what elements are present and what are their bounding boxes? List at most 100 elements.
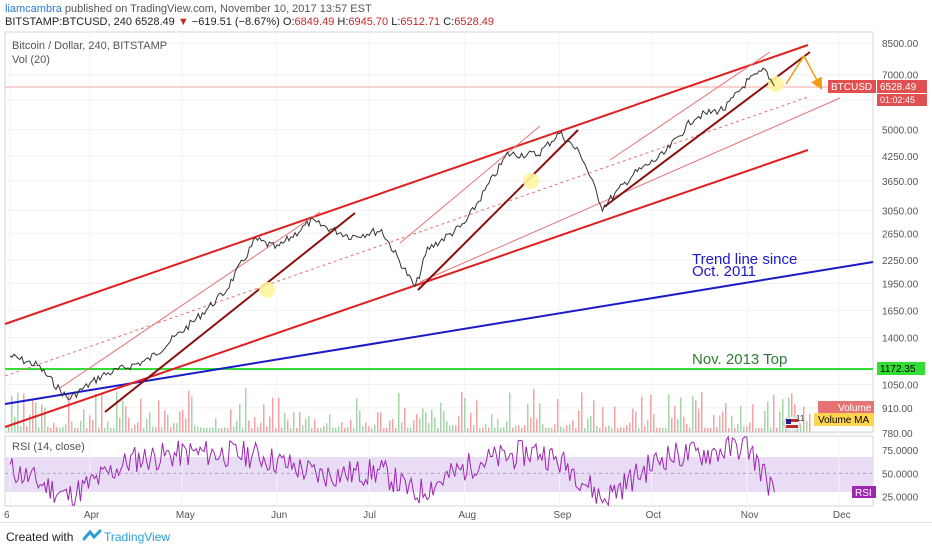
volume-bar xyxy=(605,426,607,432)
volume-bar xyxy=(122,400,124,432)
volume-bar xyxy=(263,404,265,432)
volume-bar xyxy=(527,403,529,432)
volume-bar xyxy=(161,427,163,432)
volume-bar xyxy=(764,410,766,432)
volume-bar xyxy=(170,427,172,432)
volume-bar xyxy=(356,398,358,432)
volume-bar xyxy=(560,426,562,432)
volume-bar xyxy=(602,407,604,432)
volume-legend: Vol (20) xyxy=(12,54,50,66)
volume-bar xyxy=(587,418,589,432)
volume-bar xyxy=(572,420,574,432)
volume-bar xyxy=(521,427,523,432)
volume-bar xyxy=(425,412,427,432)
long-term-trend-line[interactable] xyxy=(4,261,874,405)
volume-bar xyxy=(344,427,346,432)
channel-upper-line[interactable] xyxy=(4,44,809,325)
volume-bar xyxy=(74,427,76,432)
volume-bar xyxy=(230,409,232,432)
volume-bar xyxy=(629,422,631,432)
volume-bar xyxy=(437,427,439,432)
price-axis[interactable]: 8500.007000.006000.005000.004250.003650.… xyxy=(882,39,919,440)
volume-bar xyxy=(599,427,601,432)
volume-bar xyxy=(788,397,790,432)
volume-bar xyxy=(131,427,133,432)
volume-bar xyxy=(740,405,742,432)
volume-bar xyxy=(200,426,202,432)
support-line-2[interactable] xyxy=(417,129,579,291)
volume-bar xyxy=(371,427,373,432)
volume-bar xyxy=(350,419,352,432)
projection-arrow[interactable] xyxy=(785,54,823,90)
rsi-series[interactable] xyxy=(9,435,775,507)
volume-bar xyxy=(212,427,214,432)
volume-bar xyxy=(593,400,595,432)
volume-bar xyxy=(329,414,331,432)
rsi-band xyxy=(5,457,873,492)
volume-bar xyxy=(23,393,25,432)
volume-bar xyxy=(698,408,700,432)
volume-bar xyxy=(809,413,811,432)
publish-info: liamcambra published on TradingView.com,… xyxy=(5,3,372,15)
price-series[interactable] xyxy=(9,67,775,401)
volume-bar xyxy=(767,401,769,432)
volume-bar xyxy=(512,427,514,432)
time-tick-label: May xyxy=(176,510,195,521)
volume-bar xyxy=(482,427,484,432)
volume-bar xyxy=(611,427,613,432)
price-tick-label: 3050.00 xyxy=(882,206,919,217)
volume-bar xyxy=(509,392,511,432)
volume-bar xyxy=(749,422,751,432)
volume-bar xyxy=(173,423,175,432)
main-pane[interactable] xyxy=(4,31,874,433)
volume-bar xyxy=(569,424,571,432)
support-line-1[interactable] xyxy=(104,212,356,413)
price-tick-label: 1050.00 xyxy=(882,380,919,391)
volume-bar xyxy=(164,410,166,432)
volume-bar xyxy=(389,420,391,432)
tradingview-link[interactable]: TradingView xyxy=(104,530,171,544)
published-text: published on TradingView.com, November 1… xyxy=(64,3,372,15)
volume-bar xyxy=(680,397,682,432)
volume-bar xyxy=(191,396,193,432)
volume-bar xyxy=(80,420,82,432)
volume-bar xyxy=(395,427,397,432)
volume-bar xyxy=(281,427,283,432)
tradingview-logo-icon[interactable] xyxy=(82,529,102,548)
volume-bar xyxy=(206,427,208,432)
volume-bar xyxy=(722,411,724,432)
volume-bar xyxy=(644,425,646,432)
channel-midline xyxy=(4,96,809,377)
volume-bar xyxy=(227,427,229,432)
rsi-axis[interactable]: 75.0000 50.0000 25.0000 xyxy=(5,446,919,504)
volume-bar xyxy=(179,411,181,432)
volume-bar xyxy=(725,403,727,432)
volume-bar xyxy=(557,398,559,432)
volume-bar xyxy=(506,421,508,432)
flag-icon[interactable] xyxy=(783,415,801,433)
volume-bar xyxy=(575,427,577,432)
channel-lower-line[interactable] xyxy=(4,149,809,428)
price-tick-label: 3650.00 xyxy=(882,177,919,188)
volume-bar xyxy=(677,419,679,432)
volume-bar xyxy=(95,393,97,432)
volume-bar xyxy=(332,427,334,432)
touch-highlight-2 xyxy=(523,173,539,189)
volume-bar xyxy=(302,425,304,432)
volume-bar xyxy=(317,427,319,432)
volume-bar xyxy=(137,422,139,432)
volume-bar xyxy=(473,425,475,432)
volume-bar xyxy=(134,424,136,432)
volume-bar xyxy=(8,426,10,432)
volume-bar xyxy=(182,409,184,432)
volume-bar xyxy=(386,427,388,432)
time-axis[interactable]: 6 Apr May Jun Jul Aug Sep Oct Nov Dec xyxy=(4,510,851,521)
price-chart[interactable]: Trend line since Oct. 2011 Nov. 2013 Top… xyxy=(0,0,932,522)
volume-bar xyxy=(668,394,670,432)
volume-bar xyxy=(62,426,64,432)
author-link[interactable]: liamcambra xyxy=(5,3,62,15)
symbol-label: BITSTAMP:BTCUSD, 240 xyxy=(5,16,132,28)
volume-bar xyxy=(419,418,421,432)
volume-bar xyxy=(431,409,433,432)
volume-bar xyxy=(719,415,721,432)
